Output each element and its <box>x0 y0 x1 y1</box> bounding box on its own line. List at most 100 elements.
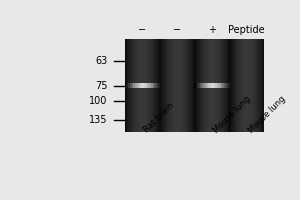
Bar <box>217 83 219 88</box>
Bar <box>262 39 263 132</box>
Text: 135: 135 <box>89 115 107 125</box>
Bar <box>207 39 208 132</box>
Bar <box>198 83 200 88</box>
Bar <box>154 83 156 88</box>
Bar <box>261 39 262 132</box>
Bar <box>184 39 185 132</box>
Bar <box>230 39 231 132</box>
Bar <box>133 39 134 132</box>
Bar <box>127 39 128 132</box>
Bar <box>244 39 245 132</box>
Bar <box>163 39 164 132</box>
Bar <box>226 39 227 132</box>
Bar <box>215 39 217 132</box>
Bar <box>154 39 155 132</box>
Bar <box>212 39 213 132</box>
Bar <box>234 39 235 132</box>
Bar <box>153 39 154 132</box>
Bar <box>125 39 126 132</box>
Bar <box>220 39 222 132</box>
Bar <box>203 83 205 88</box>
Bar <box>172 39 173 132</box>
Bar <box>198 39 199 132</box>
Bar <box>242 39 244 132</box>
Bar <box>179 39 180 132</box>
Bar <box>180 39 181 132</box>
Bar <box>250 39 251 132</box>
Bar <box>240 39 241 132</box>
Bar <box>219 83 221 88</box>
Bar <box>178 39 179 132</box>
Bar <box>219 39 220 132</box>
Bar <box>160 39 161 132</box>
Bar <box>144 83 146 88</box>
Bar <box>194 39 195 132</box>
Bar <box>156 39 157 132</box>
Bar <box>248 39 249 132</box>
Bar <box>226 83 228 88</box>
Bar <box>205 83 207 88</box>
Bar <box>243 39 244 132</box>
Bar <box>253 39 254 132</box>
Bar <box>141 39 142 132</box>
Bar <box>157 39 158 132</box>
Bar <box>238 39 239 132</box>
Bar <box>232 39 233 132</box>
Bar <box>259 39 260 132</box>
Bar <box>213 39 214 132</box>
Bar <box>215 83 217 88</box>
Bar <box>166 39 167 132</box>
Bar <box>248 39 250 132</box>
Bar <box>144 39 145 132</box>
Bar <box>246 39 247 132</box>
Bar <box>249 39 250 132</box>
Bar <box>135 83 137 88</box>
Bar <box>173 39 175 132</box>
Bar <box>191 39 192 132</box>
Bar <box>227 39 228 132</box>
Bar <box>197 39 198 132</box>
Bar <box>158 39 159 132</box>
Bar <box>139 83 141 88</box>
Bar <box>128 39 129 132</box>
Bar <box>182 39 183 132</box>
Bar <box>256 39 257 132</box>
Bar <box>146 39 147 132</box>
Bar <box>151 39 152 132</box>
Bar <box>162 39 163 132</box>
Bar <box>196 83 198 88</box>
Text: −: − <box>138 25 146 35</box>
Bar <box>169 39 170 132</box>
Bar <box>172 39 174 132</box>
Bar <box>126 83 128 88</box>
Bar <box>171 39 172 132</box>
Bar <box>134 83 135 88</box>
Bar <box>200 83 202 88</box>
Bar <box>146 83 148 88</box>
Bar <box>167 39 168 132</box>
Bar <box>207 83 208 88</box>
Bar <box>208 83 210 88</box>
Bar <box>214 39 215 132</box>
Bar <box>137 39 138 132</box>
Bar <box>195 39 196 132</box>
Bar <box>186 39 187 132</box>
Bar <box>190 39 191 132</box>
Bar <box>216 39 217 132</box>
Bar <box>142 83 144 88</box>
Bar <box>257 39 258 132</box>
Bar <box>177 39 178 132</box>
Bar <box>142 39 143 132</box>
Bar <box>175 39 176 132</box>
Bar <box>145 39 146 132</box>
Bar <box>233 39 234 132</box>
Bar <box>183 39 184 132</box>
Bar <box>214 83 216 88</box>
Bar <box>136 39 137 132</box>
Bar <box>158 83 160 88</box>
Bar <box>222 83 224 88</box>
Bar <box>223 39 224 132</box>
Bar <box>205 39 206 132</box>
Bar <box>167 39 169 132</box>
Text: 63: 63 <box>95 56 107 66</box>
